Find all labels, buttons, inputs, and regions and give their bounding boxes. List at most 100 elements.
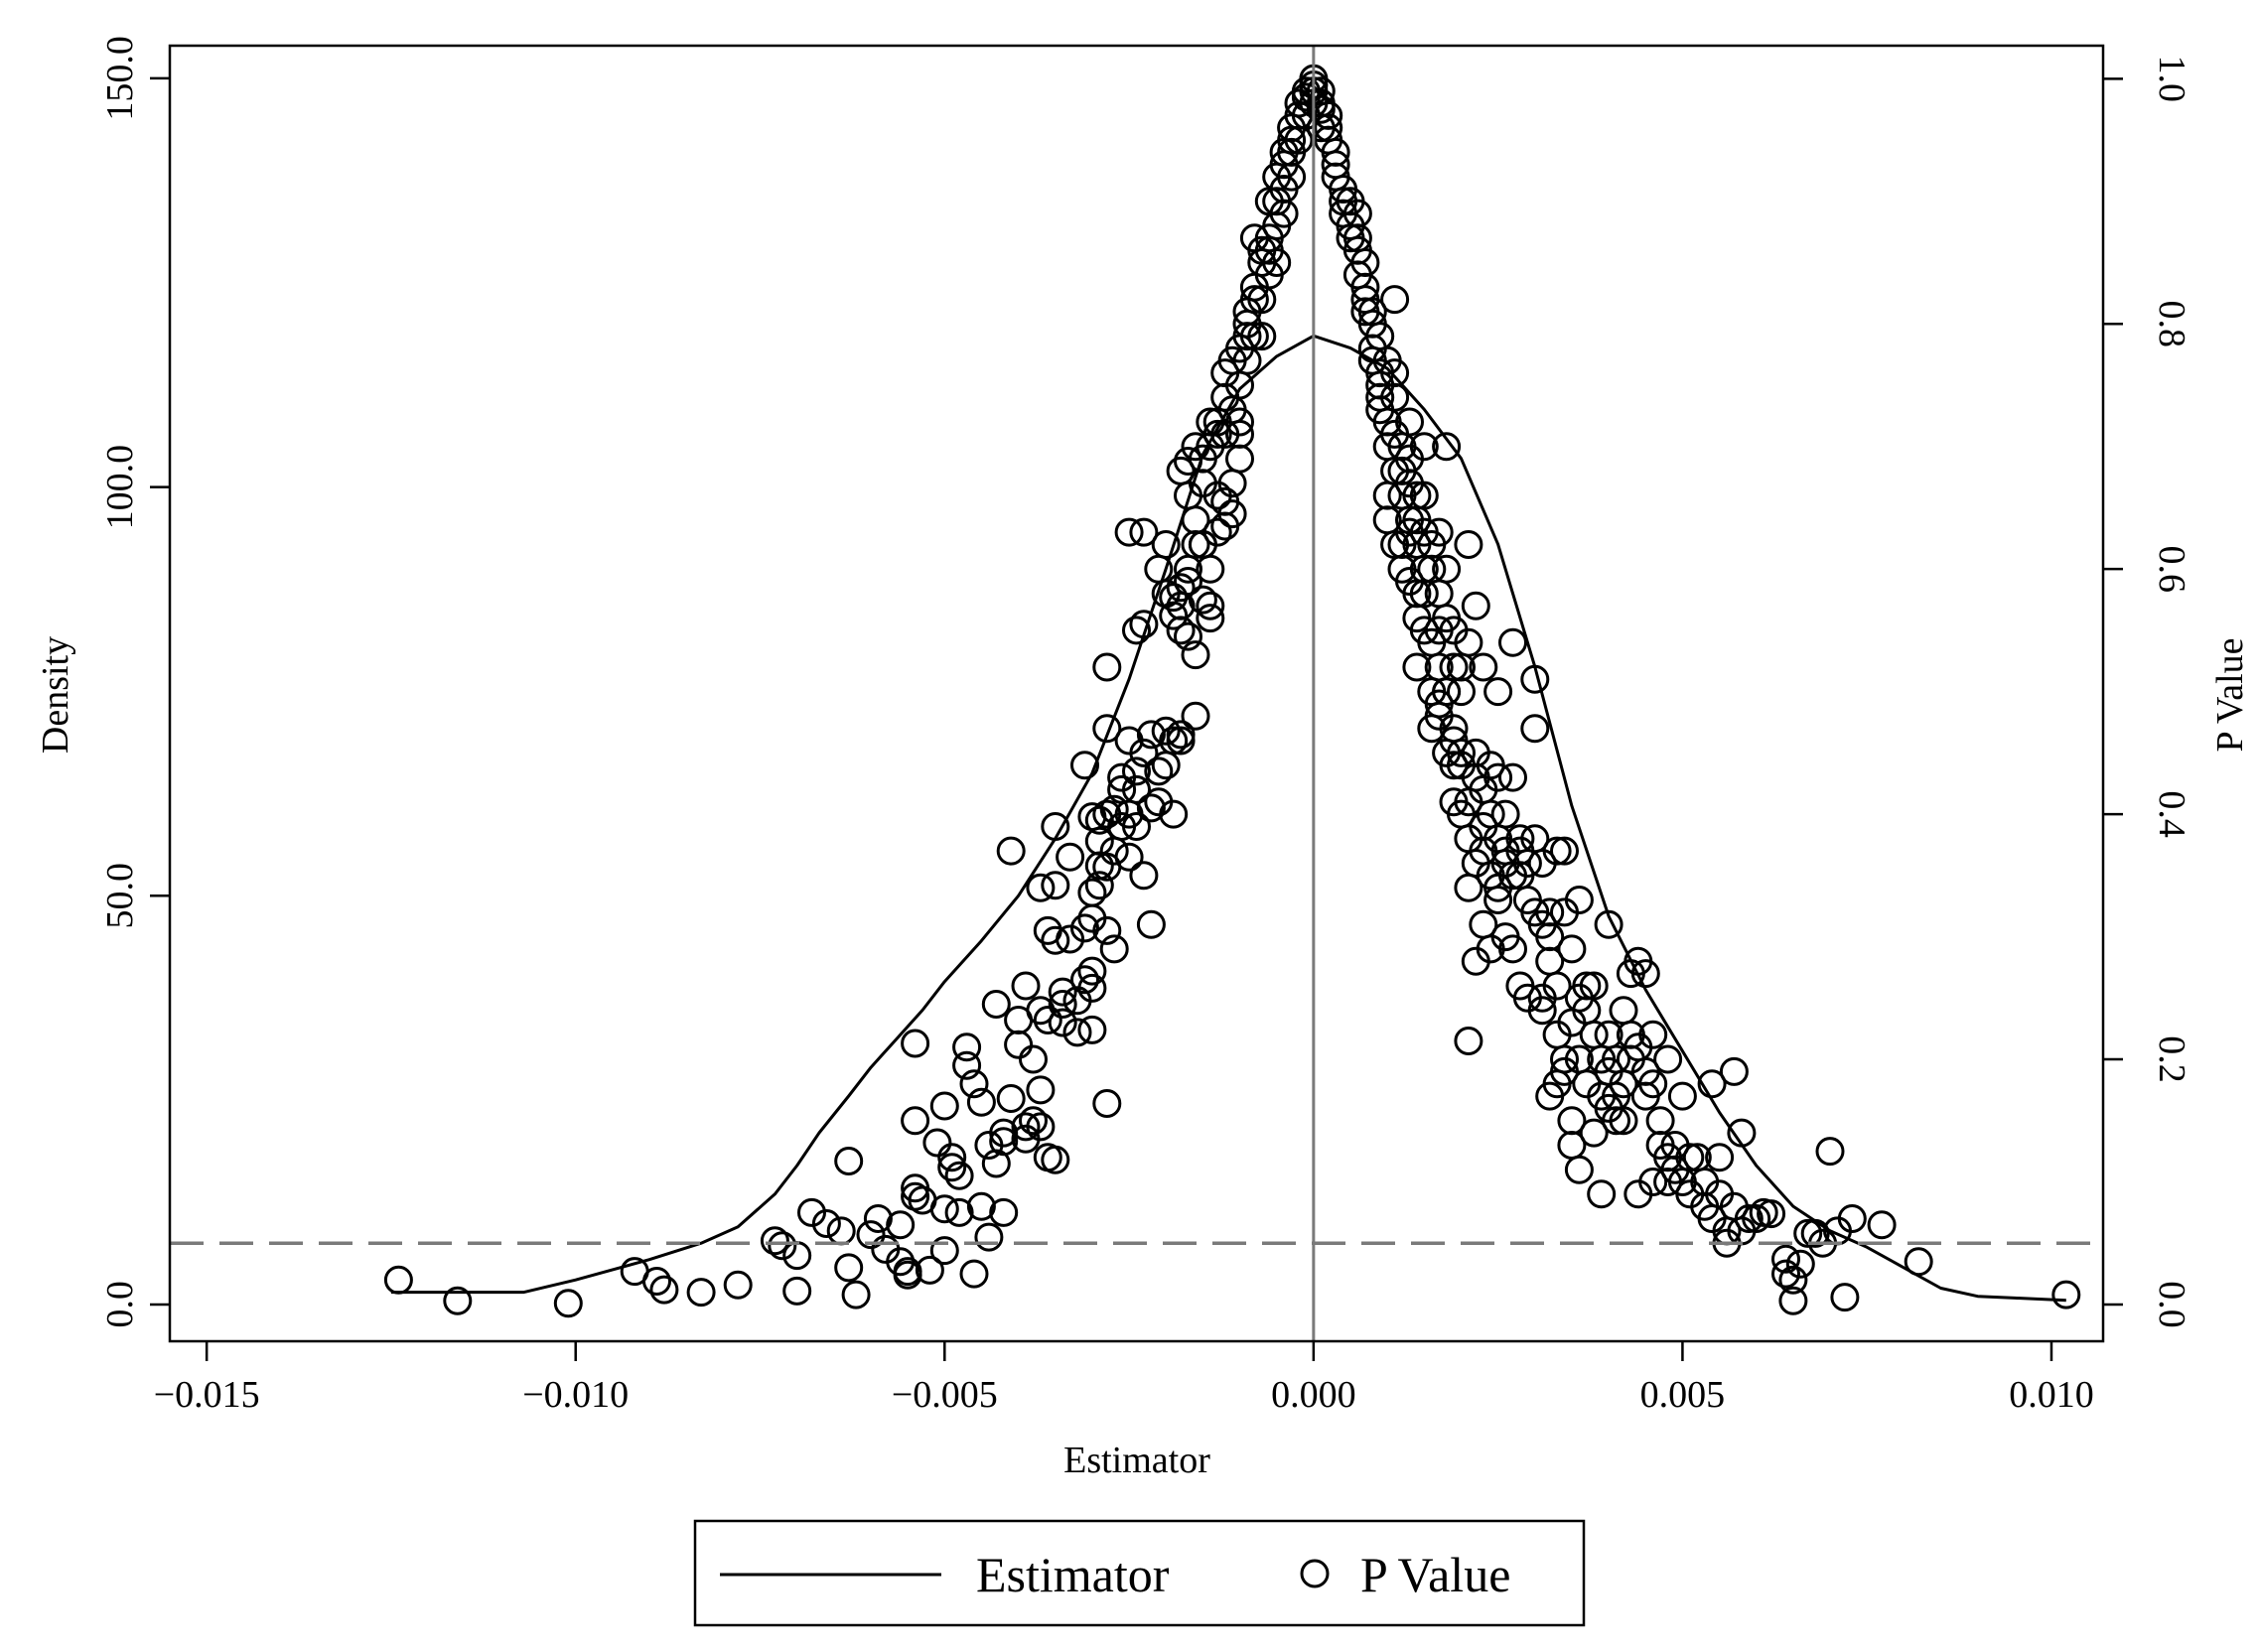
p-value-point (1409, 481, 1439, 510)
p-value-point (1174, 567, 1202, 596)
p-value-point (1166, 573, 1196, 603)
p-value-point (1122, 757, 1151, 786)
p-value-point (1041, 925, 1070, 955)
p-value-point (1033, 1006, 1062, 1034)
y-axis-right-ticks: 0.0 0.2 0.4 0.6 0.8 1.0 (2103, 56, 2192, 1328)
p-value-point (1092, 915, 1122, 945)
legend-label-estimator: Estimator (976, 1547, 1170, 1602)
p-value-point (1653, 1044, 1683, 1074)
y-right-tick-label: 0.0 (2151, 1281, 2192, 1328)
y-left-tick-label: 100.0 (99, 445, 141, 529)
p-value-point (966, 1087, 996, 1117)
p-value-point (1092, 652, 1122, 682)
x-tick-label: −0.010 (522, 1374, 629, 1416)
p-value-point (1114, 517, 1144, 547)
p-value-point (959, 1069, 989, 1099)
p-value-point (1490, 799, 1520, 829)
p-value-point (1778, 1286, 1808, 1315)
p-value-point (1048, 977, 1077, 1007)
p-value-point (1188, 585, 1217, 615)
p-value-point (989, 1127, 1019, 1157)
p-value-point (1129, 517, 1159, 547)
p-value-point (893, 1260, 922, 1290)
p-value-point (1454, 1027, 1483, 1055)
p-value-point (1432, 554, 1462, 584)
p-value-point (834, 1253, 864, 1283)
p-value-point (1196, 591, 1225, 620)
p-value-point (1727, 1118, 1757, 1148)
p-value-point (1778, 1265, 1808, 1295)
p-value-point (1483, 677, 1513, 707)
p-value-point (723, 1270, 753, 1300)
p-value-point (1262, 248, 1292, 277)
p-value-point (1424, 517, 1454, 547)
p-value-point (1638, 1069, 1668, 1099)
p-value-point (642, 1267, 671, 1296)
p-value-point (1084, 871, 1114, 900)
p-value-point (1026, 996, 1056, 1026)
p-value-point (1498, 762, 1527, 792)
p-value-point (974, 1222, 1004, 1252)
y-axis-right-label: P Value (2209, 637, 2251, 752)
p-value-point (1306, 94, 1336, 124)
p-value-point (1084, 805, 1114, 835)
p-value-point (966, 1191, 996, 1221)
legend-marker-swatch (1300, 1559, 1330, 1588)
p-value-point (856, 1220, 886, 1250)
p-value-point (1202, 517, 1232, 547)
p-value-point (553, 1289, 583, 1318)
p-value-point (2051, 1280, 2081, 1309)
p-value-point (1129, 610, 1159, 639)
p-value-point (1092, 714, 1122, 744)
p-value-point (1483, 886, 1513, 914)
p-value-point (1409, 432, 1439, 462)
p-value-point (989, 1118, 1019, 1148)
p-value-point (1070, 913, 1099, 943)
y-right-tick-label: 0.4 (2151, 790, 2192, 838)
x-tick-label: 0.010 (2009, 1374, 2094, 1416)
legend-label-p-value: P Value (1360, 1547, 1510, 1602)
p-value-point (1174, 447, 1202, 476)
p-value-point (1099, 934, 1129, 964)
p-value-point (1269, 199, 1299, 228)
y-left-tick-label: 150.0 (99, 36, 141, 121)
p-value-point (1136, 909, 1166, 939)
p-value-point (1159, 726, 1189, 756)
p-value-point (1225, 407, 1254, 437)
p-value-point (1579, 1118, 1609, 1148)
p-value-point (1527, 996, 1557, 1026)
p-value-series (383, 64, 2081, 1318)
p-value-point (1557, 1106, 1587, 1136)
p-value-point (1122, 774, 1151, 804)
p-value-point (1498, 934, 1527, 964)
p-value-point (1719, 1056, 1749, 1086)
p-value-point (1159, 583, 1189, 613)
p-value-point (1579, 971, 1609, 1001)
y-left-tick-label: 0.0 (99, 1281, 141, 1328)
p-value-point (1217, 499, 1247, 529)
p-value-point (1077, 956, 1107, 986)
p-value-point (1904, 1247, 1933, 1277)
x-axis-label: Estimator (1063, 1440, 1210, 1481)
p-value-point (1645, 1106, 1675, 1136)
p-value-point (1638, 1168, 1668, 1196)
p-value-point (1136, 720, 1166, 750)
p-value-point (1785, 1249, 1815, 1279)
p-value-point (1594, 909, 1624, 939)
p-value-point (915, 1255, 944, 1285)
p-value-point (922, 1128, 952, 1158)
p-value-point (1602, 1106, 1630, 1136)
reference-lines (170, 46, 2103, 1341)
p-value-point (1196, 554, 1225, 584)
p-value-point (1026, 1075, 1056, 1105)
y-axis-left-label: Density (35, 636, 76, 754)
p-value-point (952, 1050, 982, 1080)
estimator-line (390, 334, 2066, 1303)
p-value-point (1181, 701, 1210, 731)
p-value-point (383, 1265, 413, 1295)
p-value-point (1705, 1143, 1735, 1172)
p-value-point (1609, 1106, 1638, 1136)
p-value-point (1395, 407, 1424, 437)
p-value-point (1550, 836, 1579, 866)
